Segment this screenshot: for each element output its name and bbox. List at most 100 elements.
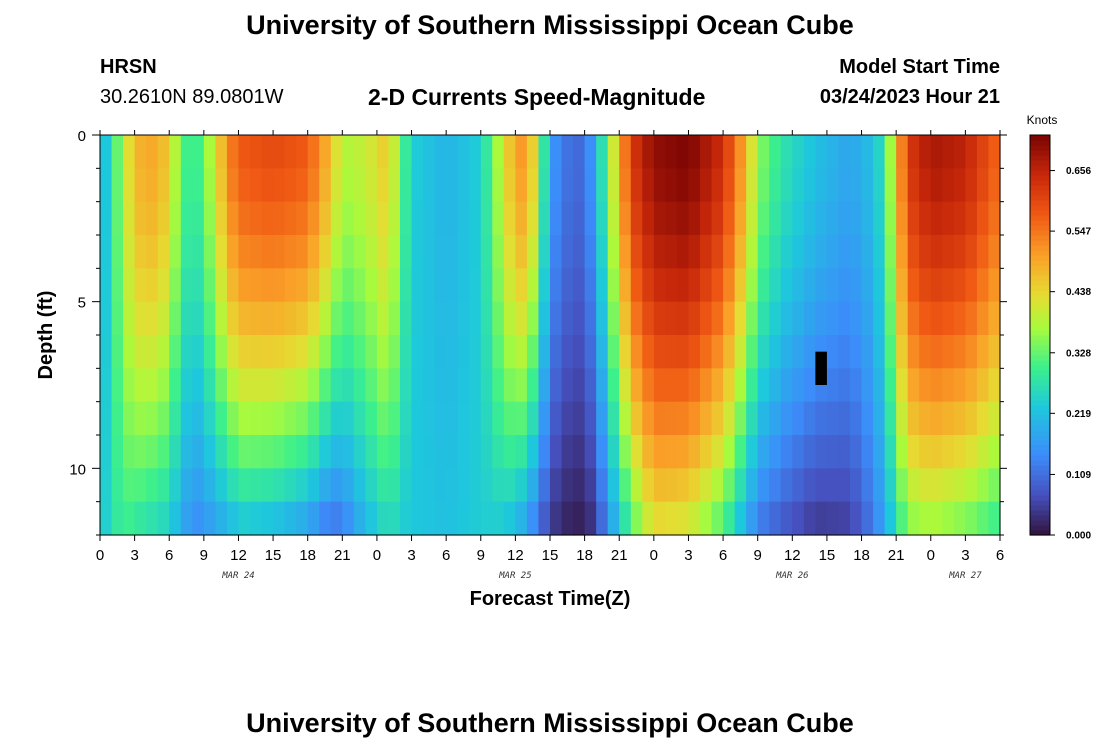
heatmap-cell [596,435,609,469]
heatmap-cell [203,168,216,203]
heatmap-cell [676,268,690,303]
colorbar-segment [1030,340,1050,346]
heatmap-cell [376,168,390,203]
heatmap-cell [711,135,724,169]
heatmap-cell [757,168,770,203]
colorbar-segment [1030,235,1050,241]
heatmap-cell [388,468,401,503]
colorbar-segment [1030,385,1050,391]
heatmap-cell [688,335,701,369]
heatmap-cell [503,401,516,436]
heatmap-cell [584,168,597,203]
colorbar-tick-label: 0.547 [1066,227,1091,238]
heatmap-cell [180,268,193,303]
heatmap-cell [723,235,736,269]
x-tick-label: 18 [576,547,593,564]
heatmap-cell [815,135,828,169]
heatmap-cell [503,235,516,269]
heatmap-cell [896,301,909,336]
heatmap-cell [400,135,413,169]
heatmap-cell [353,135,366,169]
heatmap-cell [584,268,597,303]
heatmap-cell [250,435,263,469]
heatmap-cell [215,468,228,503]
colorbar-segment [1030,270,1050,276]
heatmap-cell [953,435,966,469]
station-coordinates: 30.2610N 89.0801W [100,86,284,108]
heatmap-cell [146,135,159,169]
heatmap-cell [376,301,390,336]
heatmap-cell [803,168,816,203]
heatmap-cell [342,468,355,503]
heatmap-cell [330,335,343,369]
heatmap-cell [803,335,816,369]
heatmap-cell [400,435,413,469]
heatmap-cell [492,301,505,336]
heatmap-cell [446,135,459,169]
colorbar-segment [1030,295,1050,301]
heatmap-cell [769,468,782,503]
heatmap-cell [515,501,528,536]
heatmap-cell [157,168,170,203]
heatmap-cell [492,135,505,169]
colorbar-segment [1030,520,1050,526]
heatmap-cell [411,501,424,536]
heatmap-cell [734,268,747,303]
heatmap-cell [607,368,620,403]
colorbar-segment [1030,375,1050,381]
x-tick-label: 6 [165,547,173,564]
heatmap-cell [896,335,909,369]
heatmap-cell [988,401,1001,436]
heatmap-cell [642,301,655,336]
heatmap-cell [319,168,332,203]
heatmap-cell [676,468,690,503]
heatmap-cell [965,501,978,536]
heatmap-cell [226,168,240,203]
colorbar-segment [1030,390,1050,396]
heatmap-cell [550,201,563,236]
heatmap-cell [434,135,447,169]
heatmap-cell [676,168,690,203]
heatmap-cell [180,435,193,469]
heatmap-cell [988,235,1001,269]
heatmap-cell [319,335,332,369]
heatmap-cell [157,135,170,169]
heatmap-cell [250,235,263,269]
colorbar-segment [1030,135,1050,141]
heatmap-cell [838,301,851,336]
heatmap-cell [769,501,782,536]
heatmap-cell [919,401,932,436]
heatmap-cell [446,335,459,369]
heatmap-cell [584,368,597,403]
heatmap-cell [526,501,540,536]
heatmap-cell [296,168,309,203]
heatmap-cell [700,501,713,536]
heatmap-cell [676,501,690,536]
heatmap-cell [792,235,805,269]
heatmap-cell [596,201,609,236]
heatmap-cell [826,501,840,536]
heatmap-cell [942,235,955,269]
heatmap-cell [700,401,713,436]
colorbar-segment [1030,425,1050,431]
heatmap-cell [584,501,597,536]
colorbar-segment [1030,145,1050,151]
heatmap-cell [261,468,274,503]
heatmap-cell [630,435,643,469]
heatmap-cell [296,135,309,169]
heatmap-cell [711,401,724,436]
heatmap-cell [976,201,990,236]
heatmap-cell [953,235,966,269]
heatmap-cell [976,435,990,469]
heatmap-cell [411,135,424,169]
heatmap-cell [192,501,205,536]
heatmap-cell [861,135,874,169]
heatmap-cell [307,168,320,203]
heatmap-cell [284,501,297,536]
heatmap-cell [134,235,147,269]
heatmap-cell [723,401,736,436]
heatmap-cell [838,401,851,436]
colorbar-segment [1030,335,1050,341]
heatmap-cell [930,401,943,436]
heatmap-cell [111,468,124,503]
